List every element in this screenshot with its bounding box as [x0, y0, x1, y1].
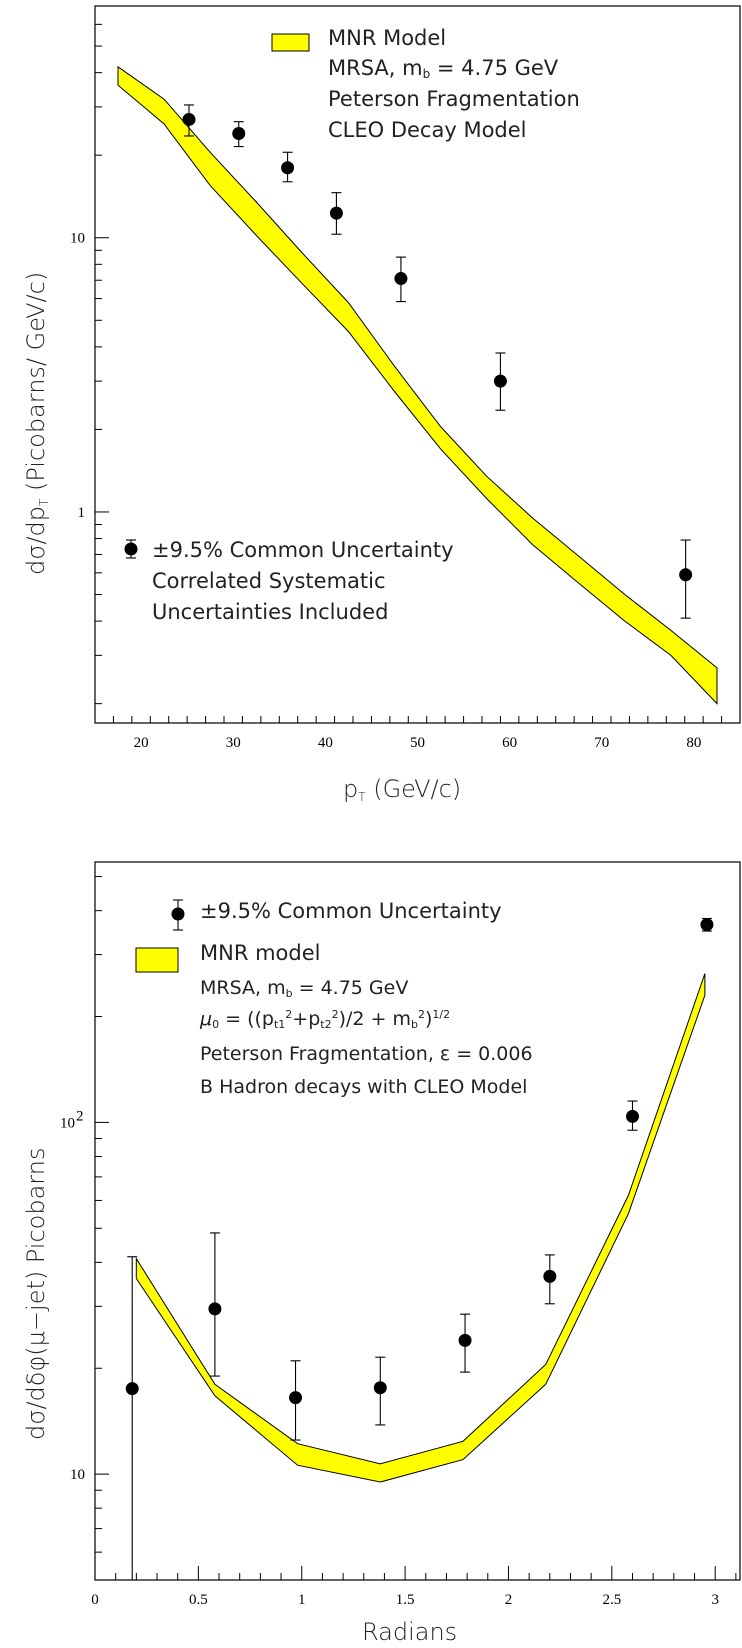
bottom-data-point — [626, 1109, 639, 1123]
bottom-x-axis-title: Radians — [362, 1618, 457, 1646]
top-data-point — [232, 126, 246, 140]
bottom-data-point — [458, 1333, 472, 1347]
top-x-tick-label: 20 — [134, 735, 149, 751]
bottom-data-point — [700, 918, 714, 932]
bottom-data-point — [289, 1391, 303, 1405]
top-plot-frame — [94, 5, 741, 724]
top-mnr-band — [117, 65, 718, 705]
bottom-y-tick-label: 10 — [70, 1467, 85, 1483]
top-x-tick-label: 80 — [686, 735, 701, 751]
top-legend-uncertainties-included: Uncertainties Included — [152, 600, 388, 624]
top-data-point — [679, 568, 693, 582]
bottom-legend-common-uncertainty: ±9.5% Common Uncertainty — [200, 899, 502, 923]
bottom-legend-band-swatch — [135, 947, 179, 973]
top-data-point — [394, 272, 408, 286]
bottom-plot-frame — [94, 861, 741, 1581]
top-legend-point-marker — [124, 542, 138, 556]
bottom-legend-point-marker — [171, 907, 185, 921]
top-x-tick-label: 50 — [410, 735, 425, 751]
top-x-tick-label: 70 — [594, 735, 609, 751]
bottom-x-tick-label: 3 — [711, 1592, 719, 1608]
top-axis-ticks: 20 30 40 50 60 70 80 1 10 — [70, 5, 741, 751]
bottom-legend-b-hadron: B Hadron decays with CLEO Model — [200, 1076, 527, 1098]
bottom-y-tick-label: 10 — [60, 1115, 75, 1131]
top-legend-band-swatch — [271, 33, 310, 52]
bottom-legend-peterson: Peterson Fragmentation, ε = 0.006 — [200, 1043, 533, 1065]
top-y-axis-title: dσ/dpT (Picobarns/ GeV/c) — [22, 272, 51, 575]
top-data-point — [182, 112, 196, 126]
top-legend-common-uncertainty: ±9.5% Common Uncertainty — [152, 538, 454, 562]
bottom-x-tick-label: 2.5 — [602, 1592, 621, 1608]
top-legend-mrsa: MRSA, mb = 4.75 GeV — [328, 56, 559, 81]
bottom-legend-mu-formula: μ0 = ((pt12+pt22)/2 + mb2)1/2 — [199, 1008, 450, 1031]
bottom-legend-mnr-model: MNR model — [200, 941, 320, 965]
top-legend-peterson: Peterson Fragmentation — [328, 87, 580, 111]
bottom-x-tick-label: 2 — [505, 1592, 513, 1608]
top-data-point — [493, 374, 507, 388]
bottom-data-point — [543, 1269, 557, 1283]
top-data-points — [182, 104, 693, 619]
bottom-data-point — [125, 1382, 139, 1396]
bottom-mnr-band — [135, 973, 706, 1483]
top-legend-correlated: Correlated Systematic — [152, 569, 386, 593]
top-y-tick-label: 10 — [70, 231, 85, 247]
top-chart: 20 30 40 50 60 70 80 1 10 MNR Model MRSA, mb = 4… — [22, 5, 741, 804]
top-x-axis-title: pT (GeV/c) — [343, 775, 461, 804]
bottom-band-area — [135, 973, 706, 1483]
top-band-area — [117, 65, 718, 705]
bottom-x-tick-label: 1 — [298, 1592, 306, 1608]
bottom-y-tick-exponent: 2 — [76, 1108, 84, 1124]
bottom-data-point — [373, 1381, 387, 1395]
top-x-tick-label: 30 — [226, 735, 241, 751]
bottom-y-axis-title: dσ/dδφ(μ−jet) Picobarns — [22, 1148, 50, 1440]
bottom-data-points — [125, 917, 714, 1580]
top-y-tick-label: 1 — [78, 505, 86, 521]
bottom-data-point — [208, 1302, 222, 1316]
top-legend-cleo: CLEO Decay Model — [328, 118, 527, 142]
top-legend-band-title: MNR Model — [328, 26, 446, 50]
bottom-x-tick-label: 0 — [91, 1592, 99, 1608]
top-x-tick-label: 60 — [502, 735, 517, 751]
bottom-legend-mrsa: MRSA, mb = 4.75 GeV — [200, 977, 408, 1000]
bottom-x-tick-label: 0.5 — [189, 1592, 208, 1608]
top-data-point — [281, 161, 295, 175]
bottom-x-tick-label: 1.5 — [396, 1592, 415, 1608]
top-x-tick-label: 40 — [318, 735, 333, 751]
top-data-point — [329, 206, 343, 220]
